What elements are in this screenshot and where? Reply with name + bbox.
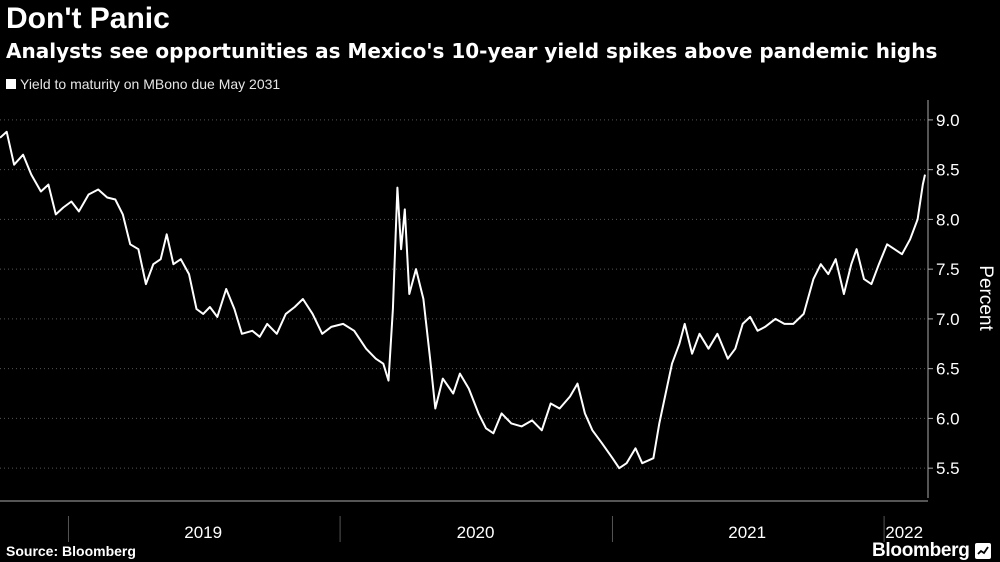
gridlines — [0, 119, 928, 469]
x-axis: 2019 2020 2021 2022 — [0, 500, 928, 542]
bloomberg-chart-icon — [974, 543, 991, 559]
y-tick-label: 8.0 — [936, 210, 960, 229]
legend-label: Yield to maturity on MBono due May 2031 — [20, 76, 281, 92]
series-line — [0, 130, 926, 470]
chart-title: Don't Panic — [6, 2, 170, 35]
y-tick-label: 7.0 — [936, 310, 960, 329]
x-tick-label: 2022 — [885, 523, 923, 542]
legend-swatch — [6, 79, 16, 89]
y-tick-label: 8.5 — [936, 161, 960, 180]
legend: Yield to maturity on MBono due May 2031 — [6, 75, 280, 93]
x-tick-label: 2019 — [184, 523, 222, 542]
x-tick-label: 2020 — [457, 523, 495, 542]
y-tick-label: 5.5 — [936, 459, 960, 478]
y-tick-label: 6.0 — [936, 409, 960, 428]
series-group — [0, 130, 926, 470]
chart-subtitle: Analysts see opportunities as Mexico's 1… — [6, 39, 938, 63]
x-tick-label: 2021 — [728, 523, 766, 542]
source-note: Source: Bloomberg — [6, 543, 136, 559]
y-axis-label: Percent — [975, 265, 996, 331]
brand-name: Bloomberg — [872, 540, 970, 561]
y-axis: 9.0 8.5 8.0 7.5 7.0 6.5 6.0 5.5 — [927, 100, 960, 498]
y-tick-label: 6.5 — [936, 360, 960, 379]
bloomberg-logo: Bloomberg — [872, 540, 991, 562]
y-tick-label: 7.5 — [936, 260, 960, 279]
y-tick-label: 9.0 — [936, 111, 960, 130]
